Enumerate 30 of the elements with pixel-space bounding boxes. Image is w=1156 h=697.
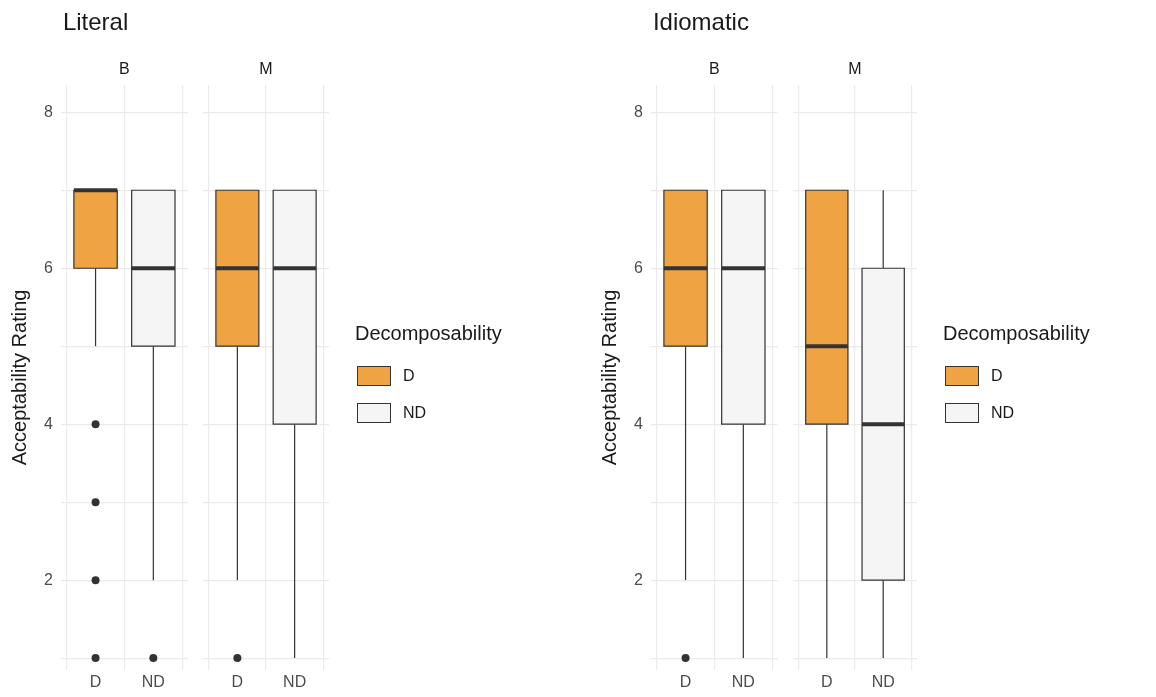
- y-tick-label: 4: [43, 414, 53, 432]
- legend-title: Decomposability: [355, 322, 502, 345]
- x-tick-label: D: [231, 672, 244, 690]
- text: ND: [991, 403, 1015, 422]
- chart-subtitle: M: [848, 60, 862, 77]
- chart-title: Idiomatic: [652, 8, 749, 35]
- legend-label: D: [403, 366, 415, 385]
- x-tick-label: D: [89, 672, 102, 690]
- chart-title: Literal: [62, 8, 129, 35]
- x-tick-label: ND: [283, 672, 307, 690]
- legend-label: D: [991, 366, 1003, 385]
- y-tick-label: 6: [43, 258, 53, 276]
- y-tick-label: 8: [633, 102, 643, 120]
- x-tick-label: D: [679, 672, 692, 690]
- chart-subtitle: B: [709, 60, 720, 77]
- y-axis-title: Acceptability Rating: [597, 289, 620, 466]
- chart-subtitle: B: [119, 60, 130, 77]
- y-axis-title: Acceptability Rating: [7, 289, 30, 466]
- y-tick-label: 6: [633, 258, 643, 276]
- x-tick-label: ND: [731, 672, 755, 690]
- legend-title: Decomposability: [943, 322, 1090, 345]
- x-tick-label: D: [821, 672, 833, 690]
- x-tick-label: ND: [871, 672, 895, 690]
- y-tick-label: 2: [43, 570, 53, 588]
- y-tick-label: 8: [43, 102, 53, 120]
- x-tick-label: ND: [141, 672, 165, 690]
- chart-subtitle: M: [259, 60, 273, 77]
- text: ND: [403, 403, 427, 422]
- y-tick-label: 4: [633, 414, 643, 432]
- y-tick-label: 2: [633, 570, 643, 588]
